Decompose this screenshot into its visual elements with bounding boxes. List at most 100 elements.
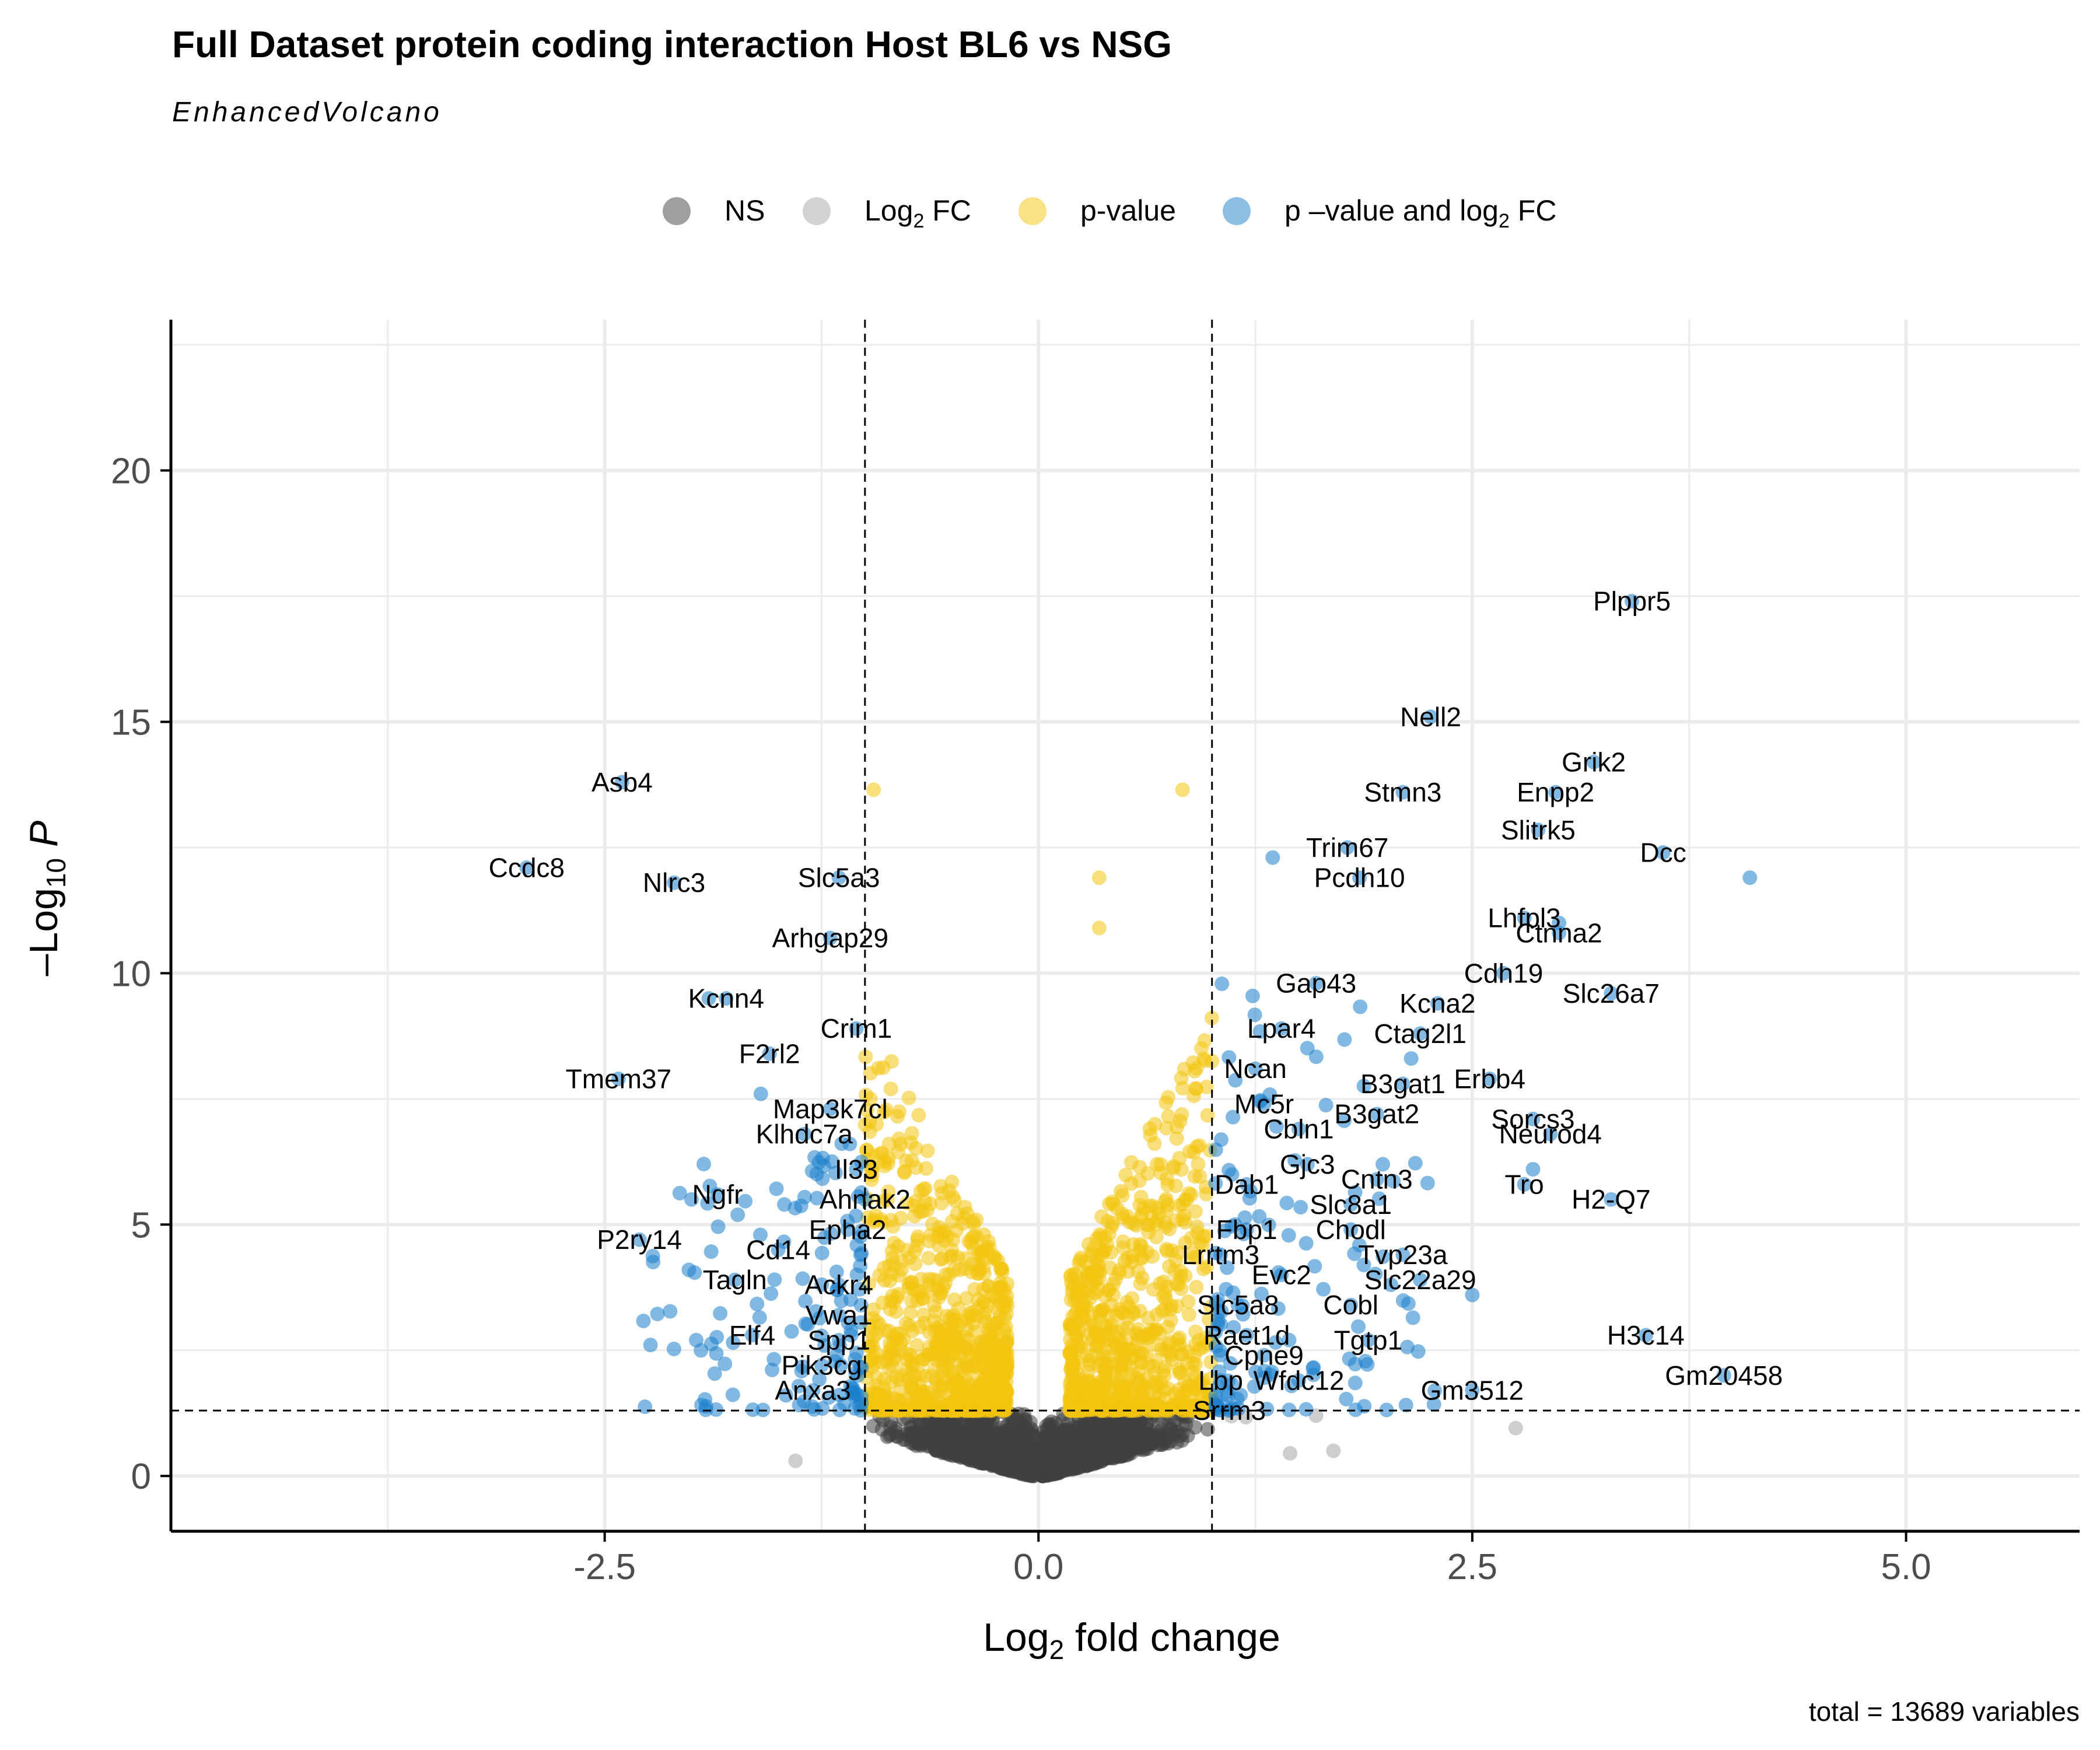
chart-subtitle: EnhancedVolcano xyxy=(172,97,442,128)
point-plppr5 xyxy=(1625,594,1640,609)
point-pfc xyxy=(1222,1163,1237,1178)
point-p xyxy=(876,1194,891,1209)
point-p xyxy=(1189,1250,1204,1265)
point-pfc xyxy=(753,1227,768,1242)
point-pfc xyxy=(1252,1209,1267,1224)
point-wfdc12 xyxy=(1292,1373,1306,1388)
gene-label-lrrtm3: Lrrtm3 xyxy=(1182,1240,1259,1270)
point-p xyxy=(1076,1402,1091,1418)
point-p xyxy=(972,1389,988,1404)
gene-label-tmem37: Tmem37 xyxy=(566,1063,671,1094)
point-p xyxy=(985,1328,1000,1343)
point-p xyxy=(908,1256,923,1272)
point-pfc xyxy=(696,1157,711,1171)
point-pfc xyxy=(1307,1259,1322,1274)
gene-label-nell2: Nell2 xyxy=(1400,702,1461,732)
point-p xyxy=(904,1275,919,1290)
point-cobl xyxy=(1343,1297,1359,1312)
point-p xyxy=(904,1293,919,1308)
point-pfc xyxy=(1220,1260,1235,1275)
point-p xyxy=(862,1114,877,1129)
point-p xyxy=(1172,1365,1187,1380)
point-pfc xyxy=(778,1388,793,1403)
gene-label-neurod4: Neurod4 xyxy=(1499,1119,1602,1149)
point-gm3512 xyxy=(1465,1383,1480,1398)
point-ns xyxy=(1060,1423,1075,1438)
y-tick-label: 20 xyxy=(111,452,151,492)
point-pfc xyxy=(1552,915,1567,930)
legend-key-p xyxy=(1019,197,1046,225)
point-cpne9 xyxy=(1256,1348,1272,1363)
point-p xyxy=(859,1142,874,1157)
point-ns xyxy=(913,1437,928,1452)
point-p xyxy=(994,1262,1009,1277)
gene-label-epha2: Epha2 xyxy=(809,1214,887,1245)
point-pfc xyxy=(1226,1110,1241,1125)
point-p xyxy=(950,1374,965,1389)
point-p xyxy=(932,1319,947,1334)
point-pfc xyxy=(1257,1364,1272,1379)
point-pfc xyxy=(1525,1162,1541,1177)
point-kcna2 xyxy=(1430,996,1445,1011)
point-evc2 xyxy=(1274,1268,1289,1282)
point-ns xyxy=(1118,1428,1133,1443)
gene-label-gm20458: Gm20458 xyxy=(1665,1360,1783,1391)
point-pfc xyxy=(807,1150,822,1165)
point-pfc xyxy=(844,1328,859,1343)
point-tmem37 xyxy=(611,1071,626,1086)
point-ns xyxy=(929,1415,944,1430)
point-p xyxy=(1150,1200,1165,1216)
point-pfc xyxy=(1242,1191,1257,1206)
gene-label-vwa1: Vwa1 xyxy=(806,1300,873,1330)
point-tvp23a xyxy=(1395,1247,1410,1262)
point-p xyxy=(900,1195,915,1210)
point-p xyxy=(875,1146,890,1161)
point-p xyxy=(1130,1371,1145,1386)
gene-label-h2-q7: H2-Q7 xyxy=(1572,1184,1650,1214)
point-p xyxy=(858,1049,873,1065)
point-pfc xyxy=(1427,1383,1443,1398)
point-pfc xyxy=(765,1362,780,1377)
point-pfc xyxy=(812,1311,827,1326)
point-il33 xyxy=(849,1162,864,1177)
point-pfc xyxy=(792,1398,807,1413)
point-cdh19 xyxy=(1496,965,1511,981)
point-p xyxy=(1132,1304,1147,1319)
point-pfc xyxy=(800,1317,816,1332)
point-p xyxy=(990,1301,1005,1316)
point-pfc xyxy=(821,1390,836,1405)
point-pfc xyxy=(753,1086,768,1101)
point-nlrc3 xyxy=(667,875,682,890)
point-p xyxy=(895,1368,910,1383)
point-p xyxy=(1170,1338,1185,1353)
point-p xyxy=(892,1104,907,1119)
point-p xyxy=(1110,1331,1125,1346)
point-ahnak2 xyxy=(858,1192,873,1207)
point-pfc xyxy=(764,1286,779,1301)
point-fc xyxy=(1326,1443,1341,1458)
point-p xyxy=(1171,1382,1186,1397)
point-ncan xyxy=(1248,1061,1263,1076)
gene-label-grik2: Grik2 xyxy=(1562,747,1626,777)
point-ns xyxy=(901,1429,916,1444)
gene-label-ncan: Ncan xyxy=(1224,1054,1286,1084)
gene-label-cdh19: Cdh19 xyxy=(1464,958,1544,988)
point-p xyxy=(880,1402,895,1417)
gene-label-cpne9: Cpne9 xyxy=(1224,1340,1304,1370)
gene-label-crim1: Crim1 xyxy=(821,1013,892,1044)
gene-label-stmn3: Stmn3 xyxy=(1364,777,1441,807)
point-p xyxy=(1094,1209,1110,1224)
point-ns xyxy=(927,1427,942,1442)
point-ns xyxy=(1052,1465,1067,1480)
point-pfc xyxy=(684,1192,699,1207)
point-pfc xyxy=(791,1378,806,1394)
gene-label-gjc3: Gjc3 xyxy=(1280,1149,1335,1180)
point-p xyxy=(918,1181,933,1196)
point-ns xyxy=(1037,1453,1052,1468)
point-pfc xyxy=(1282,1332,1297,1348)
point-p xyxy=(1143,1128,1158,1143)
point-p xyxy=(1063,1332,1078,1347)
point-pfc xyxy=(663,1304,678,1319)
point-pfc xyxy=(643,1338,658,1353)
point-pfc xyxy=(1282,1402,1297,1418)
